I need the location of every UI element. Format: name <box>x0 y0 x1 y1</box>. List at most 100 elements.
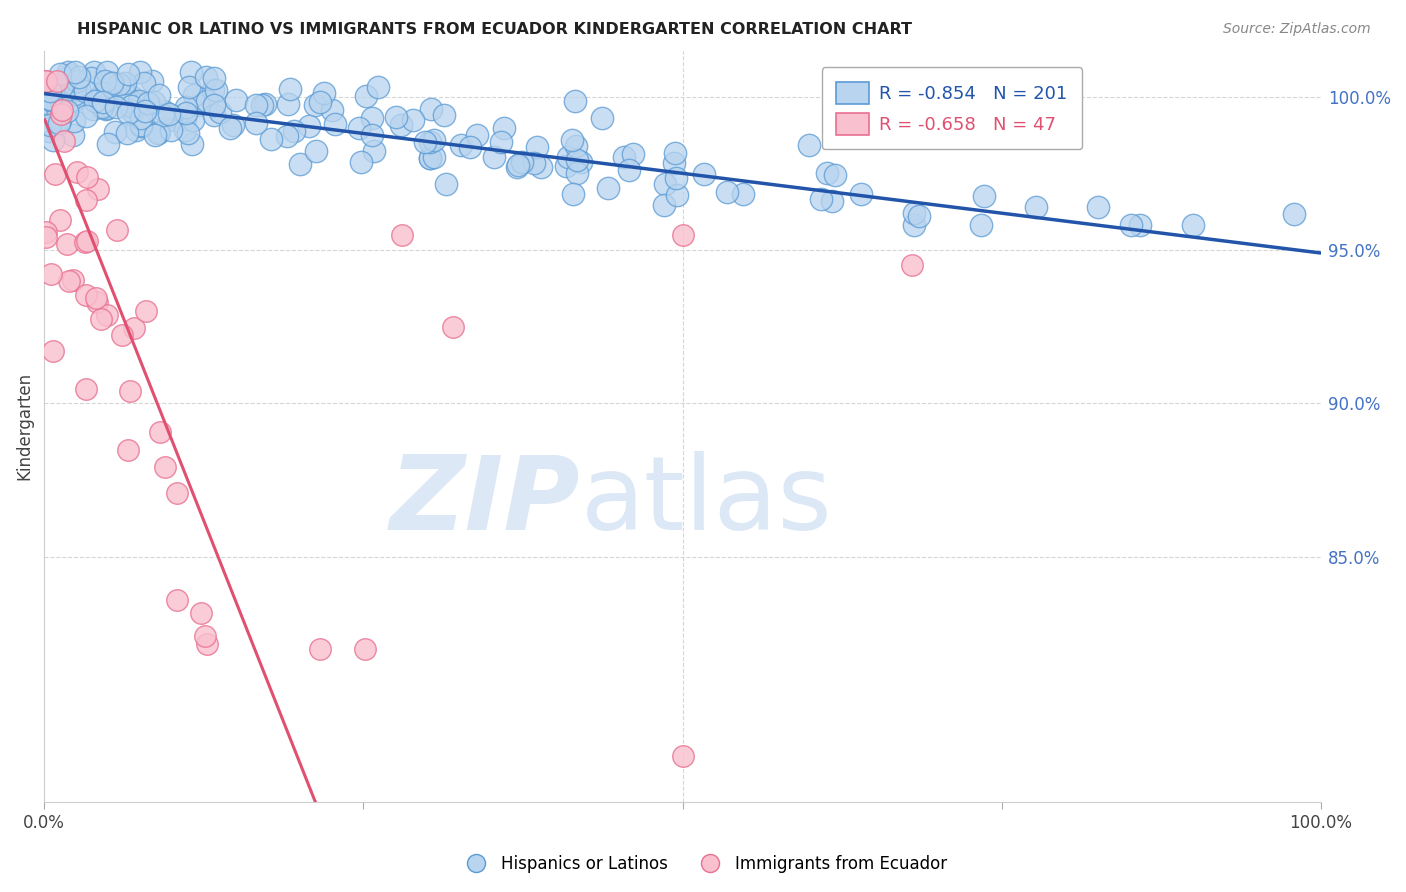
Point <box>195 95 218 109</box>
Point <box>44 167 66 181</box>
Point <box>208 105 231 120</box>
Point <box>49 67 72 81</box>
Point <box>63 93 86 107</box>
Point <box>148 88 170 103</box>
Point <box>38 91 60 105</box>
Point <box>973 189 995 203</box>
Point <box>62 273 84 287</box>
Legend: R = -0.854   N = 201, R = -0.658   N = 47: R = -0.854 N = 201, R = -0.658 N = 47 <box>821 67 1083 149</box>
Point <box>174 122 197 136</box>
Point <box>671 748 693 763</box>
Point <box>128 95 150 109</box>
Point <box>105 222 128 236</box>
Point <box>94 74 117 88</box>
Point <box>49 106 72 120</box>
Point <box>820 194 842 208</box>
Point <box>38 118 60 132</box>
Point <box>129 119 152 133</box>
Text: atlas: atlas <box>581 451 832 552</box>
Point <box>305 144 328 158</box>
Point <box>308 641 330 656</box>
Point <box>662 156 685 170</box>
Point <box>75 193 97 207</box>
Point <box>177 80 200 95</box>
Point <box>34 74 56 88</box>
Point <box>117 106 139 120</box>
Point <box>35 74 58 88</box>
Point <box>276 128 298 143</box>
Point <box>554 159 576 173</box>
Point <box>53 134 76 148</box>
Point <box>173 112 195 126</box>
Point <box>361 111 384 125</box>
Point <box>815 166 838 180</box>
Point <box>1087 200 1109 214</box>
Point <box>62 128 84 143</box>
Point <box>418 135 440 149</box>
Point <box>141 74 163 88</box>
Point <box>117 67 139 81</box>
Text: Source: ZipAtlas.com: Source: ZipAtlas.com <box>1223 22 1371 37</box>
Point <box>100 76 122 90</box>
Point <box>245 116 267 130</box>
Point <box>492 121 515 136</box>
Point <box>76 170 98 185</box>
Point <box>83 65 105 79</box>
Point <box>415 135 437 149</box>
Point <box>245 98 267 112</box>
Point <box>402 112 425 127</box>
Point <box>321 103 343 117</box>
Point <box>298 119 321 133</box>
Point <box>146 126 169 140</box>
Point <box>419 151 441 165</box>
Point <box>323 117 346 131</box>
Point <box>105 100 128 114</box>
Point <box>693 167 716 181</box>
Point <box>117 443 139 458</box>
Point <box>194 629 217 643</box>
Point <box>142 95 165 109</box>
Point <box>202 83 225 97</box>
Point <box>35 225 58 239</box>
Point <box>115 94 138 108</box>
Point <box>107 77 129 91</box>
Point <box>824 168 846 182</box>
Point <box>202 107 225 121</box>
Point <box>122 321 145 335</box>
Point <box>970 219 993 233</box>
Point <box>654 178 676 192</box>
Point <box>671 227 693 242</box>
Point <box>613 150 636 164</box>
Point <box>901 258 924 272</box>
Point <box>83 94 105 108</box>
Point <box>183 88 205 103</box>
Point <box>55 103 77 118</box>
Point <box>665 187 688 202</box>
Point <box>82 103 104 117</box>
Point <box>562 186 585 201</box>
Point <box>63 87 86 101</box>
Point <box>160 123 183 137</box>
Point <box>165 113 187 128</box>
Point <box>155 459 177 474</box>
Point <box>153 104 176 119</box>
Point <box>39 84 62 98</box>
Point <box>51 103 73 118</box>
Point <box>87 181 110 195</box>
Point <box>148 125 170 139</box>
Point <box>39 92 62 106</box>
Point <box>190 606 212 620</box>
Point <box>312 86 335 100</box>
Point <box>66 74 89 88</box>
Point <box>115 126 138 140</box>
Point <box>254 97 277 112</box>
Point <box>44 79 66 94</box>
Point <box>44 96 66 111</box>
Point <box>93 87 115 101</box>
Point <box>90 311 112 326</box>
Point <box>96 101 118 115</box>
Point <box>66 164 89 178</box>
Point <box>114 76 136 90</box>
Point <box>63 80 86 95</box>
Point <box>458 140 481 154</box>
